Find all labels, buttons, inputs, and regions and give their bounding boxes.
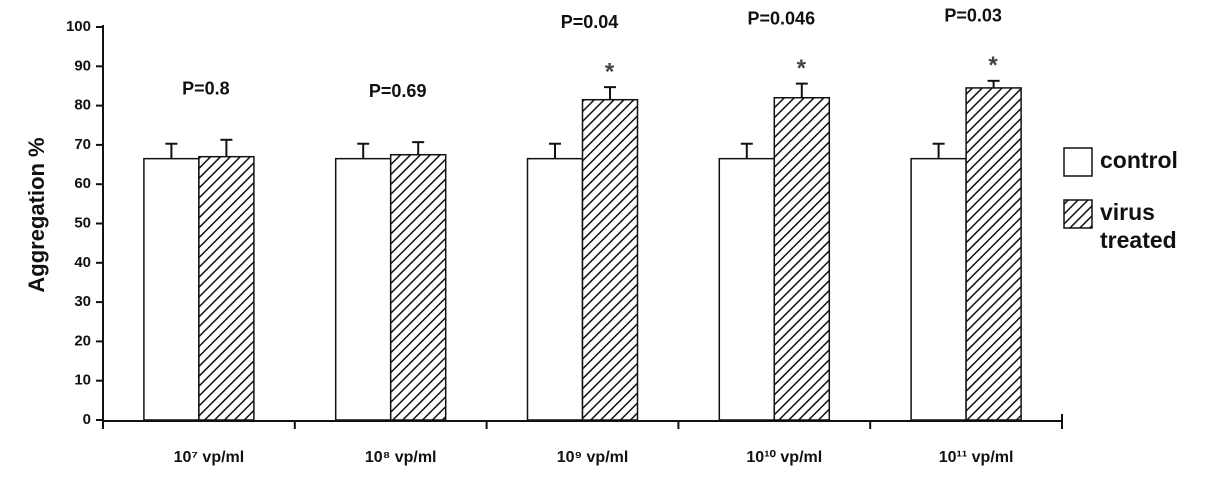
x-tick-label: 10⁷ vp/ml [174, 449, 245, 466]
legend-entry: virus treated [1100, 199, 1177, 253]
y-tick-label: 40 [74, 254, 91, 271]
y-axis-label: Aggregation % [24, 137, 49, 292]
legend-label: control [1100, 147, 1178, 173]
bar [198, 155, 255, 421]
y-tick-label: 60 [74, 175, 91, 192]
p-value-label: P=0.69 [369, 81, 427, 101]
x-tick-label: 10⁹ vp/ml [557, 449, 629, 466]
y-tick-label: 90 [74, 57, 91, 74]
y-tick-label: 80 [74, 97, 91, 114]
y-tick-label: 50 [74, 214, 91, 231]
bar [773, 96, 831, 421]
bar [334, 157, 392, 421]
legend-swatch [1063, 147, 1093, 177]
bar [965, 87, 1022, 421]
y-tick-label: 30 [74, 293, 91, 310]
bar [910, 157, 967, 421]
p-value-label: P=0.8 [182, 79, 230, 99]
p-value-label: P=0.046 [748, 8, 816, 28]
y-tick-label: 70 [74, 136, 91, 153]
legend-entry: control [1100, 147, 1178, 173]
significance-mark: * [797, 55, 807, 82]
bar [389, 153, 447, 421]
x-tick-label: 10¹¹ vp/ml [939, 449, 1014, 466]
p-value-label: P=0.04 [561, 12, 619, 32]
bar [526, 157, 584, 421]
y-tick-label: 0 [83, 411, 91, 428]
bar [143, 157, 200, 421]
bar [718, 157, 776, 421]
y-tick-label: 10 [74, 372, 91, 389]
legend-label: virus treated [1100, 199, 1177, 253]
legend-swatch [1063, 199, 1093, 229]
significance-mark: * [605, 58, 615, 85]
bar [581, 98, 639, 421]
p-value-label: P=0.03 [944, 6, 1002, 26]
y-tick-label: 100 [66, 18, 91, 35]
y-tick-label: 20 [74, 332, 91, 349]
significance-mark: * [988, 52, 998, 79]
x-tick-label: 10⁸ vp/ml [365, 449, 437, 466]
x-tick-label: 10¹⁰ vp/ml [746, 449, 822, 466]
